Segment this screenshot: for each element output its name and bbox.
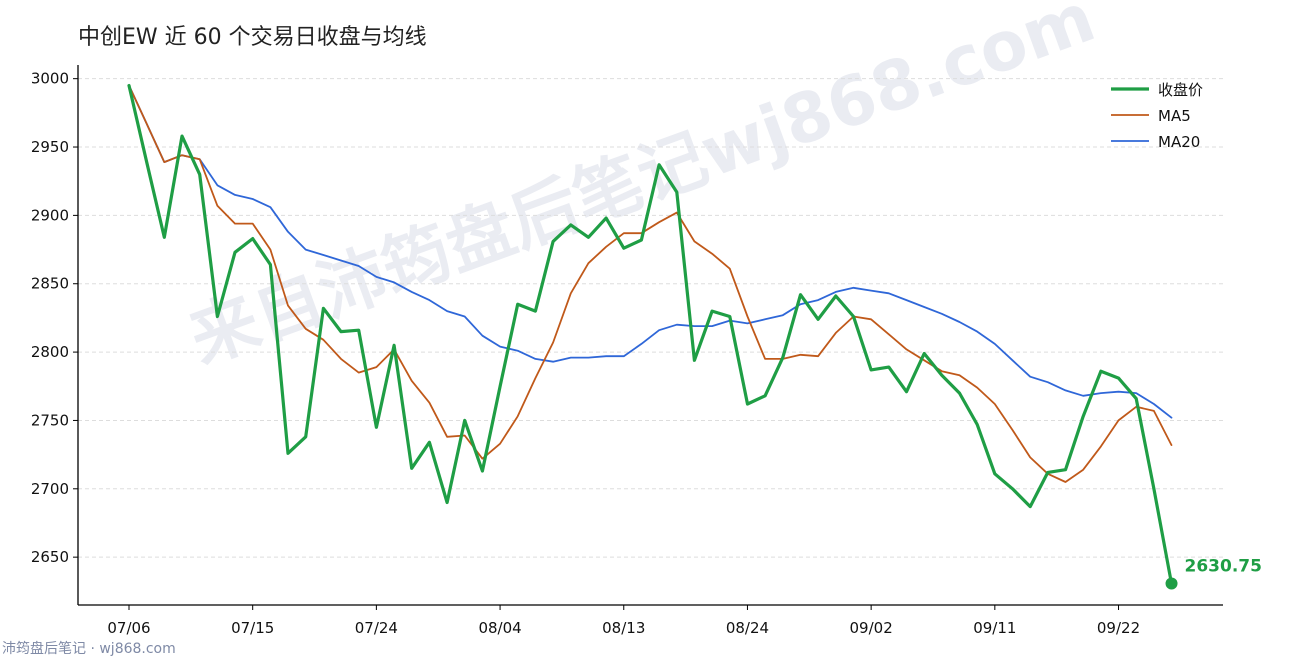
series-line-close: [127, 83, 1174, 586]
gridlines: [78, 78, 1223, 558]
x-tick-label: 09/02: [850, 619, 893, 637]
last-close-point: [1165, 577, 1178, 590]
y-tick-label: 2650: [31, 548, 69, 566]
legend-label-ma5: MA5: [1158, 107, 1191, 125]
last-close-label: 2630.75: [1185, 556, 1262, 576]
x-tick-label: 07/15: [231, 619, 274, 637]
y-tick-label: 2800: [31, 343, 69, 361]
axes: [77, 65, 1223, 606]
y-tick-label: 2850: [31, 275, 69, 293]
x-tick-label: 08/13: [602, 619, 645, 637]
series-lines: 2630.75: [127, 83, 1262, 590]
x-tick-label: 07/06: [107, 619, 150, 637]
y-axis-ticks: 2650 2700 2750 2800 2850 2900 2950 3000: [31, 70, 78, 566]
watermark: 来自沛筠盘后笔记wj868.com: [180, 0, 1105, 379]
legend-label-close: 收盘价: [1158, 81, 1203, 99]
series-line-ma20: [128, 84, 1173, 419]
x-tick-label: 08/24: [726, 619, 769, 637]
legend-label-ma20: MA20: [1158, 133, 1200, 151]
x-tick-label: 09/22: [1097, 619, 1140, 637]
footer-credit: 沛筠盘后笔记 · wj868.com: [2, 640, 176, 657]
y-tick-label: 2900: [31, 206, 69, 224]
y-tick-label: 2750: [31, 411, 69, 429]
x-axis-ticks: 07/06 07/15 07/24 08/04 08/13 08/24 09/02 09/11…: [107, 605, 1140, 637]
x-tick-label: 08/04: [478, 619, 521, 637]
x-tick-label: 07/24: [355, 619, 398, 637]
chart-title: 中创EW 近 60 个交易日收盘与均线: [78, 25, 427, 50]
x-tick-label: 09/11: [973, 619, 1016, 637]
y-tick-label: 2950: [31, 138, 69, 156]
y-tick-label: 3000: [31, 70, 69, 88]
y-tick-label: 2700: [31, 480, 69, 498]
series-line-ma5: [128, 84, 1173, 483]
legend: 收盘价 MA5 MA20: [1111, 81, 1203, 151]
